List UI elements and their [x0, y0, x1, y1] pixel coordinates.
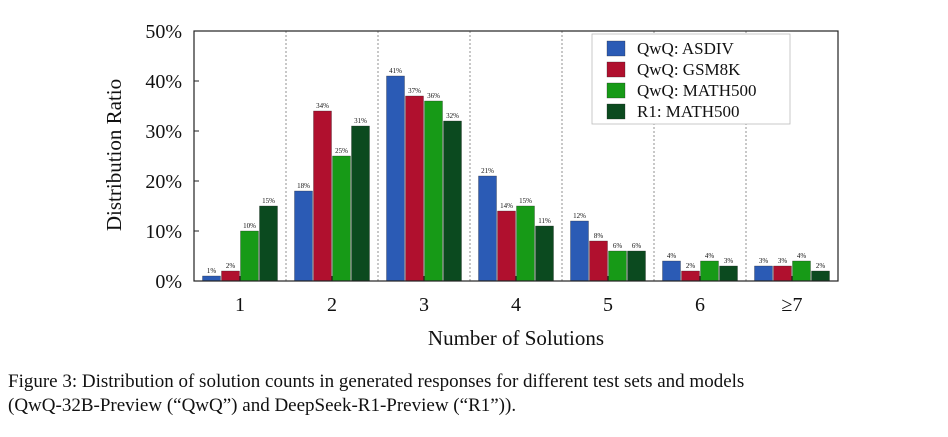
y-tick-label: 50% [145, 21, 182, 43]
figure-caption: Figure 3: Distribution of solution count… [8, 370, 944, 418]
bar-value-label: 15% [519, 197, 532, 205]
legend-label: QwQ: GSM8K [637, 60, 741, 79]
bar [627, 250, 646, 282]
bar [535, 225, 554, 282]
x-tick-label: 3 [419, 294, 429, 316]
bar [351, 125, 370, 282]
bar [478, 175, 497, 282]
bar-value-label: 4% [667, 252, 677, 260]
bar [681, 270, 700, 282]
bar-value-label: 3% [778, 257, 788, 265]
bar [443, 120, 462, 282]
bar [773, 265, 792, 282]
bar-value-label: 41% [389, 67, 402, 75]
x-tick-label: 2 [327, 294, 337, 316]
bar-value-label: 11% [538, 217, 551, 225]
bar-value-label: 3% [759, 257, 769, 265]
x-tick-label: ≥7 [782, 294, 803, 316]
plot-frame [193, 30, 839, 282]
y-tick-label: 0% [155, 271, 182, 293]
bar [570, 220, 589, 282]
bar [811, 270, 830, 282]
legend-swatch [606, 82, 626, 99]
bar-value-label: 4% [797, 252, 807, 260]
bar [332, 155, 351, 282]
bar-value-label: 34% [316, 102, 329, 110]
bar [700, 260, 719, 282]
bar [259, 205, 278, 282]
y-axis-title: Distribution Ratio [102, 79, 126, 231]
legend-label: R1: MATH500 [637, 102, 739, 121]
legend-label: QwQ: ASDIV [637, 39, 735, 58]
caption-line-1: Figure 3: Distribution of solution count… [8, 371, 745, 392]
bar-value-label: 25% [335, 147, 348, 155]
bar [719, 265, 738, 282]
bar [589, 240, 608, 282]
x-tick-label: 6 [695, 294, 705, 316]
bar-value-label: 36% [427, 92, 440, 100]
bar-value-label: 2% [686, 262, 696, 270]
plot-area: 1%18%41%21%12%4%3%2%34%37%14%8%2%3%10%25… [145, 21, 839, 316]
bar [792, 260, 811, 282]
bar [202, 275, 221, 282]
bar-value-label: 14% [500, 202, 513, 210]
y-tick-label: 30% [145, 121, 182, 143]
bar-value-label: 4% [705, 252, 715, 260]
bar-value-label: 37% [408, 87, 421, 95]
bar [386, 75, 405, 282]
chart-canvas: 1%18%41%21%12%4%3%2%34%37%14%8%2%3%10%25… [102, 21, 839, 350]
caption-line-2: (QwQ-32B-Preview (“QwQ”) and DeepSeek-R1… [8, 395, 517, 416]
bar-value-label: 2% [816, 262, 826, 270]
y-tick-label: 20% [145, 171, 182, 193]
bar [405, 95, 424, 282]
bar [662, 260, 681, 282]
legend-label: QwQ: MATH500 [637, 81, 756, 100]
bar-value-label: 8% [594, 232, 604, 240]
bar [754, 265, 773, 282]
bar-value-label: 21% [481, 167, 494, 175]
x-tick-label: 5 [603, 294, 613, 316]
bar [497, 210, 516, 282]
bar [294, 190, 313, 282]
x-tick-label: 4 [511, 294, 521, 316]
bar-value-label: 12% [573, 212, 586, 220]
bar [424, 100, 443, 282]
bar-value-label: 18% [297, 182, 310, 190]
y-tick-label: 40% [145, 71, 182, 93]
bar [608, 250, 627, 282]
bar-value-label: 31% [354, 117, 367, 125]
bar [516, 205, 535, 282]
bar-value-label: 15% [262, 197, 275, 205]
legend-swatch [606, 103, 626, 120]
bar [240, 230, 259, 282]
bar-value-label: 6% [632, 242, 642, 250]
x-axis-title: Number of Solutions [428, 326, 604, 350]
bar [313, 110, 332, 282]
bar-value-label: 2% [226, 262, 236, 270]
bar-value-label: 10% [243, 222, 256, 230]
legend-swatch [606, 40, 626, 57]
x-tick-label: 1 [235, 294, 245, 316]
legend-swatch [606, 61, 626, 78]
bar-value-label: 3% [724, 257, 734, 265]
bar-value-label: 6% [613, 242, 623, 250]
bar-value-label: 32% [446, 112, 459, 120]
y-tick-label: 10% [145, 221, 182, 243]
bar [221, 270, 240, 282]
bar-value-label: 1% [207, 267, 217, 275]
